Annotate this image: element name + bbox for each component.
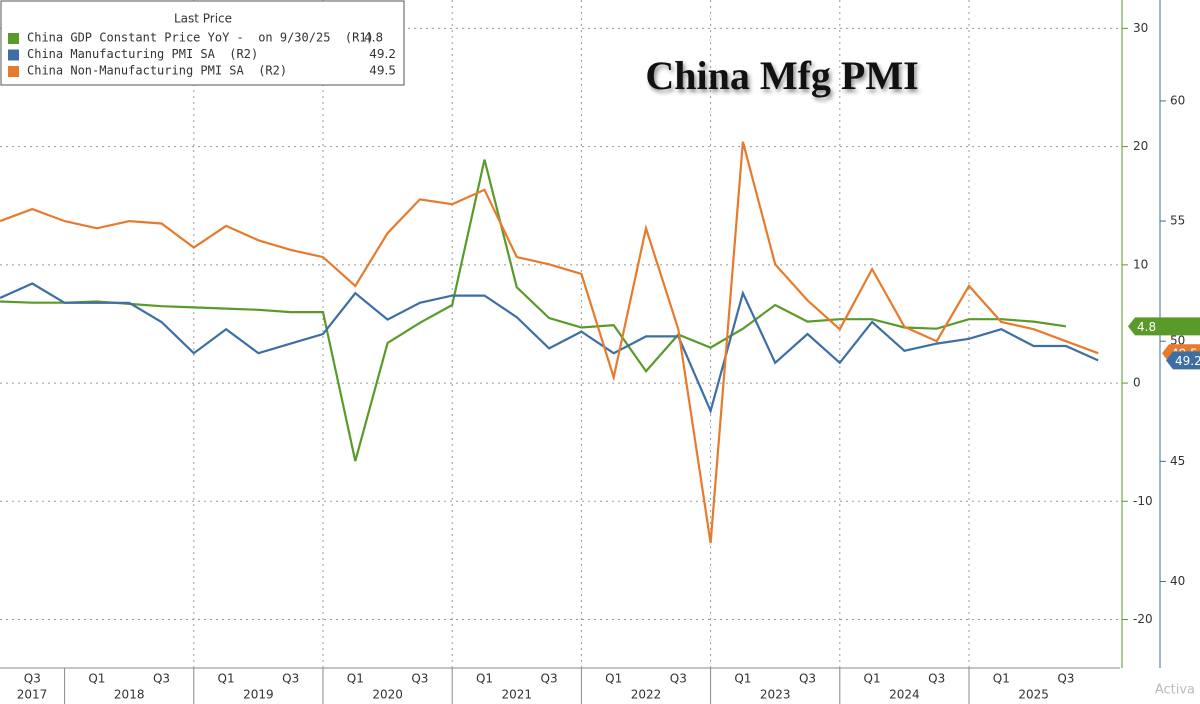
x-tick-label: Q1 xyxy=(734,672,751,686)
year-label: 2019 xyxy=(243,688,274,702)
y2-tick-label: 55 xyxy=(1170,214,1185,228)
x-tick-label: Q3 xyxy=(541,672,558,686)
y-tick-label: 20 xyxy=(1133,139,1148,153)
legend-swatch xyxy=(8,33,19,44)
x-tick-label: Q1 xyxy=(476,672,493,686)
year-label: 2025 xyxy=(1018,688,1049,702)
year-label: 2020 xyxy=(372,688,403,702)
x-tick-label: Q3 xyxy=(411,672,428,686)
legend-swatch xyxy=(8,49,19,61)
x-tick-label: Q1 xyxy=(993,672,1010,686)
legend-header: Last Price xyxy=(174,12,232,26)
series-line xyxy=(0,141,1099,544)
x-tick-label: Q3 xyxy=(282,672,299,686)
x-tick-label: Q3 xyxy=(24,672,41,686)
year-label: 2021 xyxy=(502,688,533,702)
legend-box xyxy=(0,0,405,86)
year-label: 2017 xyxy=(17,688,48,702)
y-tick-label: 0 xyxy=(1133,376,1141,390)
y2-tick-label: 60 xyxy=(1170,93,1185,107)
legend-swatch xyxy=(8,66,19,77)
legend-value: 49.5 xyxy=(369,64,396,78)
value-badge xyxy=(1128,317,1200,336)
legend-label: China GDP Constant Price YoY - on 9/30/2… xyxy=(27,31,374,45)
x-tick-label: Q3 xyxy=(799,672,816,686)
y-tick-label: -10 xyxy=(1133,494,1153,508)
x-tick-label: Q1 xyxy=(218,672,235,686)
year-label: 2024 xyxy=(889,688,920,702)
legend-value: 49.2 xyxy=(369,47,396,61)
series-line xyxy=(0,159,1067,462)
value-badge-label: 49.2 xyxy=(1175,354,1200,368)
legend-label: China Non-Manufacturing PMI SA (R2) xyxy=(27,64,287,78)
x-tick-label: Q3 xyxy=(928,672,945,686)
year-label: 2023 xyxy=(760,688,791,702)
x-tick-label: Q1 xyxy=(88,672,105,686)
x-tick-label: Q3 xyxy=(153,672,170,686)
x-tick-label: Q1 xyxy=(864,672,881,686)
legend-value: 4.8 xyxy=(364,31,383,45)
year-label: 2022 xyxy=(631,688,662,702)
x-tick-label: Q1 xyxy=(605,672,622,686)
y2-tick-label: 50 xyxy=(1170,334,1185,348)
y2-tick-label: 45 xyxy=(1170,454,1185,468)
legend-label: China Manufacturing PMI SA (R2) xyxy=(27,47,258,61)
x-tick-label: Q1 xyxy=(347,672,364,686)
y-tick-label: 10 xyxy=(1133,257,1148,271)
x-tick-label: Q3 xyxy=(670,672,687,686)
watermark: Activa xyxy=(1155,683,1195,698)
year-label: 2018 xyxy=(114,688,145,702)
series-line xyxy=(0,282,1099,415)
y-tick-label: -20 xyxy=(1133,612,1153,626)
value-badge xyxy=(1166,351,1200,370)
y2-tick-label: 40 xyxy=(1170,574,1185,588)
legend: Last Price China GDP Constant Price YoY -… xyxy=(0,0,405,86)
value-badge-label: 4.8 xyxy=(1137,320,1156,334)
chart-title: China Mfg PMI xyxy=(645,53,918,98)
x-tick-label: Q3 xyxy=(1057,672,1074,686)
y-tick-label: 30 xyxy=(1133,21,1148,35)
